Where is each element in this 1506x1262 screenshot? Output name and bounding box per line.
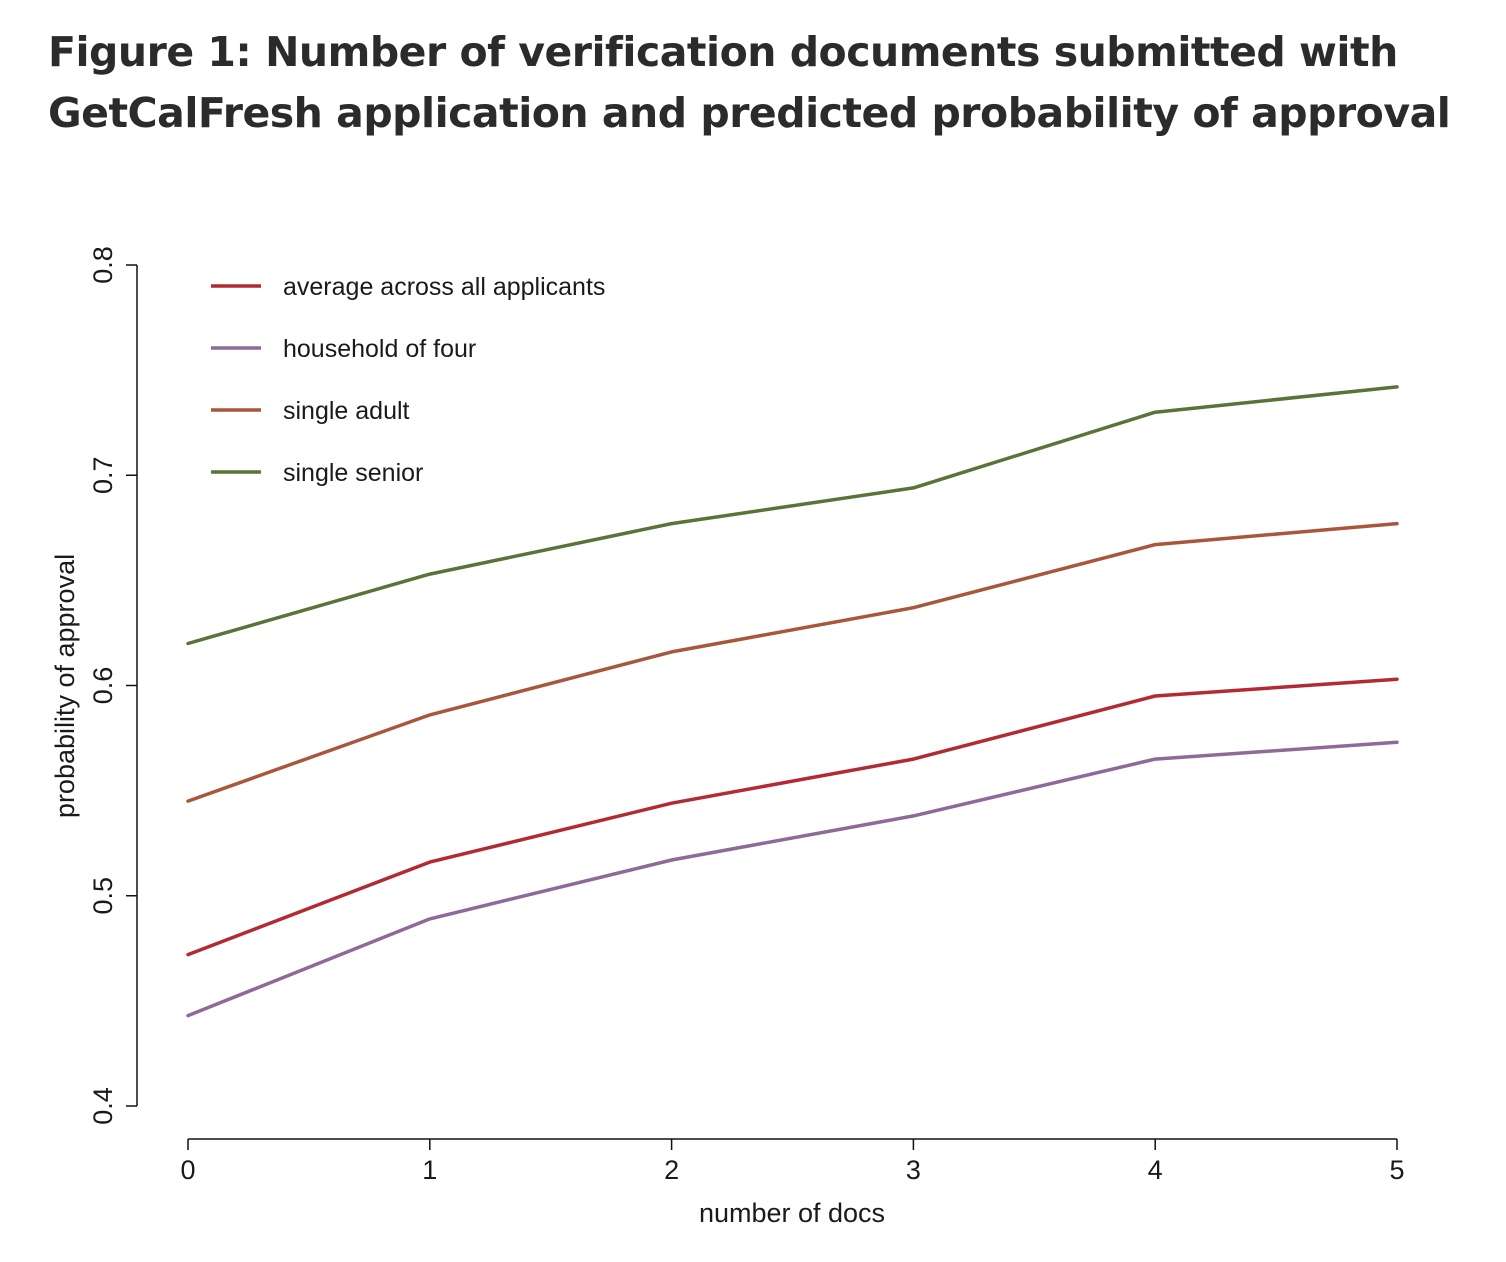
legend-label: single senior <box>283 459 423 487</box>
x-tick-label: 5 <box>1389 1155 1404 1185</box>
figure-title: Figure 1: Number of verification documen… <box>48 28 1451 137</box>
y-tick-label: 0.6 <box>88 667 118 705</box>
x-tick-label: 1 <box>422 1155 437 1185</box>
legend-label: household of four <box>283 335 476 363</box>
x-tick-label: 0 <box>180 1155 195 1185</box>
y-axis-title: probability of approval <box>50 554 80 818</box>
y-tick-label: 0.5 <box>88 877 118 915</box>
series-lines <box>186 385 1399 1018</box>
series-line-1 <box>186 740 1399 1018</box>
x-axis: 0 1 2 3 4 5 <box>180 1138 1405 1185</box>
legend-label: single adult <box>283 397 410 425</box>
legend-label: average across all applicants <box>283 273 605 301</box>
x-axis-title: number of docs <box>699 1198 885 1228</box>
x-tick-label: 2 <box>664 1155 679 1185</box>
y-axis: 0.4 0.5 0.6 0.7 0.8 <box>88 246 138 1125</box>
series-line-3 <box>186 385 1399 646</box>
series-line-0 <box>186 677 1399 957</box>
series-line-2 <box>186 521 1399 803</box>
y-tick-label: 0.7 <box>88 456 118 494</box>
y-tick-label: 0.8 <box>88 246 118 284</box>
x-tick-label: 3 <box>906 1155 921 1185</box>
x-tick-label: 4 <box>1148 1155 1163 1185</box>
y-tick-label: 0.4 <box>88 1087 118 1125</box>
legend: average across all applicants household o… <box>211 273 605 487</box>
